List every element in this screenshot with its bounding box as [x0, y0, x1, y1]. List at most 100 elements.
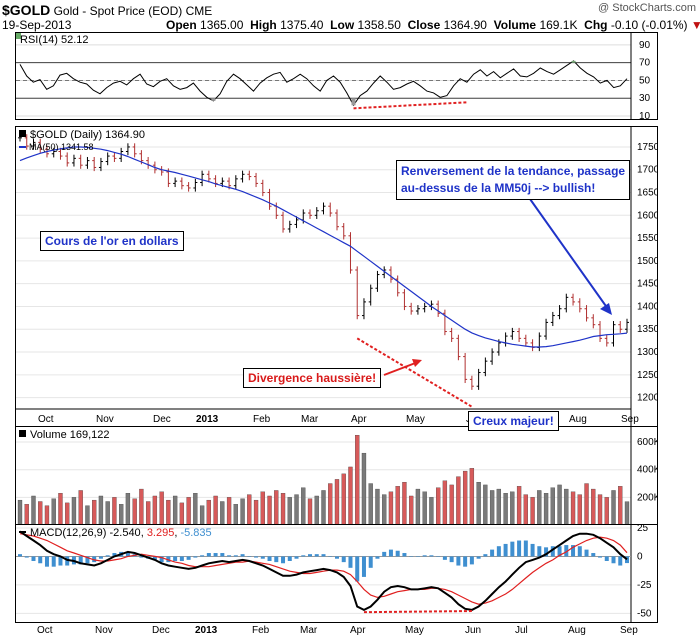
- volume-tick-label: 200K: [637, 492, 657, 503]
- macd-histogram-bar: [254, 556, 259, 558]
- volume-bar: [368, 483, 373, 526]
- volume-bar: [307, 498, 313, 526]
- macd-x-label: Feb: [252, 625, 270, 636]
- volume-bar: [462, 470, 468, 526]
- macd-histogram-bar: [213, 553, 218, 557]
- volume-bar: [253, 499, 259, 526]
- volume-legend: Volume 169,122: [30, 429, 110, 441]
- price-tick-label: 1400: [637, 301, 657, 312]
- macd-histogram-bar: [281, 556, 286, 564]
- volume-bar: [334, 479, 340, 526]
- price-x-label: May: [406, 414, 425, 425]
- macd-x-label: Sep: [620, 625, 638, 636]
- rsi-chart: 10 30 50 70 90 RSI(14) 52.12: [16, 33, 651, 122]
- macd-histogram-bar: [469, 556, 474, 565]
- macd-histogram-bar: [240, 554, 245, 557]
- volume-tick-label: 400K: [637, 465, 657, 476]
- volume-bar: [469, 468, 475, 526]
- price-note-annotation: Cours de l'or en dollars: [40, 231, 184, 251]
- open-label: Open: [166, 18, 197, 32]
- trend-arrow: [529, 198, 609, 310]
- price-tick-label: 1350: [637, 324, 657, 335]
- macd-histogram-bar: [105, 555, 110, 557]
- volume-bar: [557, 484, 562, 526]
- rsi-divergence-line: [353, 101, 467, 110]
- rsi-legend: RSI(14) 52.12: [20, 34, 88, 46]
- macd-tick-label: -50: [637, 608, 652, 619]
- macd-histogram-bar: [544, 547, 549, 557]
- chart-symbol: $GOLD: [2, 2, 51, 18]
- price-x-label: Nov: [96, 414, 114, 425]
- volume-bar: [361, 452, 367, 526]
- chg-label: Chg: [584, 18, 608, 32]
- macd-x-label: Nov: [95, 625, 113, 636]
- price-tick-label: 1600: [637, 210, 657, 221]
- volume-bar: [375, 488, 380, 526]
- volume-bar: [611, 490, 616, 526]
- macd-histogram-bar: [577, 546, 582, 557]
- macd-histogram-bar: [395, 550, 400, 557]
- macd-histogram-bar: [193, 556, 198, 558]
- macd-histogram-bar: [523, 540, 528, 557]
- macd-histogram-bar: [456, 556, 461, 566]
- volume-bar: [24, 504, 29, 526]
- macd-histogram-bar: [260, 556, 265, 559]
- macd-histogram-bar: [125, 551, 130, 557]
- macd-histogram-bar: [402, 553, 407, 557]
- volume-bar: [483, 484, 488, 526]
- volume-bar: [328, 483, 333, 526]
- volume-bar: [274, 490, 279, 526]
- macd-histogram-bar: [618, 556, 623, 566]
- volume-bar: [584, 483, 589, 526]
- macd-histogram-bar: [355, 556, 360, 582]
- price-tick-label: 1500: [637, 256, 657, 267]
- volume-bar: [577, 494, 582, 526]
- volume-bar: [17, 499, 23, 526]
- macd-x-label: May: [405, 625, 424, 636]
- macd-divergence-line: [363, 610, 472, 614]
- rsi-oversold-fill: [211, 98, 216, 101]
- close-label: Close: [407, 18, 441, 32]
- price-tick-label: 1450: [637, 279, 657, 290]
- macd-histogram-bar: [429, 555, 434, 557]
- macd-histogram-bar: [557, 546, 562, 557]
- macd-histogram-bar: [274, 556, 279, 563]
- volume-bar: [314, 495, 319, 526]
- macd-histogram-bar: [314, 554, 319, 557]
- macd-histogram-bar: [483, 554, 488, 557]
- volume-bar: [516, 486, 522, 526]
- volume-bar: [166, 499, 171, 526]
- volume-bar: [543, 493, 549, 526]
- chart-name: Gold - Spot Price (EOD): [53, 4, 183, 18]
- volume-bar: [125, 493, 131, 526]
- volume-bar: [44, 505, 50, 526]
- close-value: 1364.90: [443, 18, 487, 32]
- volume-bar: [199, 505, 205, 526]
- low-value: 1358.50: [357, 18, 401, 32]
- price-tick-label: 1550: [637, 233, 657, 244]
- volume-bar: [442, 480, 448, 526]
- volume-bar: [105, 501, 110, 526]
- volume-bar: [247, 494, 252, 526]
- volume-bar: [604, 497, 609, 526]
- macd-histogram-bar: [584, 549, 589, 557]
- rsi-line: [19, 60, 628, 107]
- macd-histogram-bar: [287, 556, 292, 561]
- trend-reversal-line-2: au-dessus de la MM50j --> bullish!: [401, 181, 596, 195]
- macd-histogram-bar: [328, 556, 333, 557]
- macd-histogram-bar: [591, 553, 596, 557]
- macd-tick-label: -25: [637, 580, 652, 591]
- macd-histogram-bar: [476, 556, 481, 559]
- macd-histogram-bar: [58, 556, 63, 566]
- price-tick-label: 1650: [637, 188, 657, 199]
- volume-bar: [98, 495, 104, 526]
- price-x-label: 2013: [196, 414, 219, 425]
- macd-x-label: Aug: [568, 625, 586, 636]
- price-tick-label: 1700: [637, 165, 657, 176]
- major-low-annotation: Creux majeur!: [468, 411, 559, 431]
- signal-line: [19, 533, 628, 605]
- volume-bar: [624, 501, 630, 526]
- macd-histogram-bar: [598, 556, 603, 558]
- price-legend-icon: [19, 130, 26, 137]
- volume-panel: 200K 400K 600K Volume 169,122: [15, 426, 661, 526]
